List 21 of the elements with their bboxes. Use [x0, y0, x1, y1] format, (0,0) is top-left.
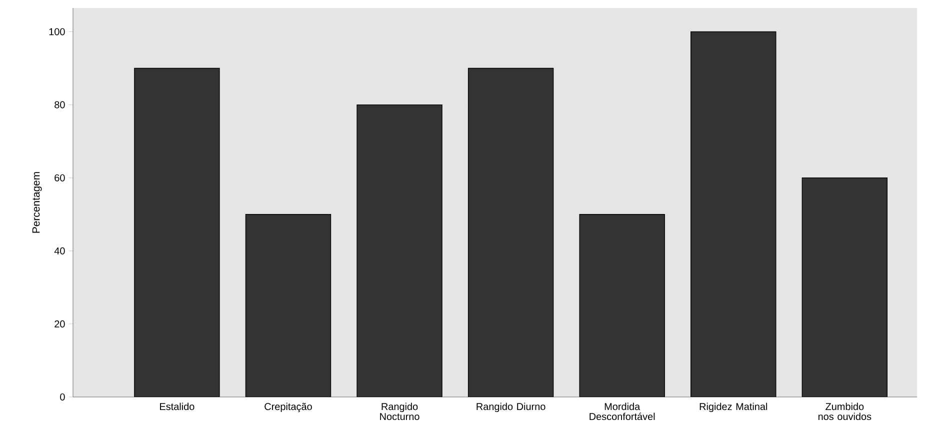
bar — [134, 68, 220, 397]
y-tick-label: 20 — [54, 320, 65, 328]
x-tick-label: Estalido — [160, 402, 194, 410]
y-tick-label: 100 — [49, 28, 65, 36]
x-tick-label: Rigidez Matinal — [700, 402, 768, 412]
y-tick-label: 80 — [54, 101, 65, 108]
bar — [468, 68, 554, 397]
x-tick-label: Crepitação — [264, 402, 312, 412]
bar — [690, 31, 776, 397]
y-axis-title: Percentagem — [32, 172, 42, 233]
y-tick-label: 60 — [54, 174, 65, 182]
bar — [245, 214, 332, 397]
x-tick-label: Rangido Diurno — [476, 402, 546, 412]
bar — [802, 177, 888, 397]
x-tick-label: Zumbido nos ouvidos — [818, 402, 872, 420]
y-tick-label: 40 — [54, 247, 65, 254]
x-tick-label: Mordida Desconfortável — [590, 402, 655, 420]
bar — [579, 214, 665, 397]
y-tick-label: 0 — [60, 393, 65, 401]
bar — [356, 104, 442, 397]
x-tick-label: Rangido Nocturno — [380, 402, 420, 420]
